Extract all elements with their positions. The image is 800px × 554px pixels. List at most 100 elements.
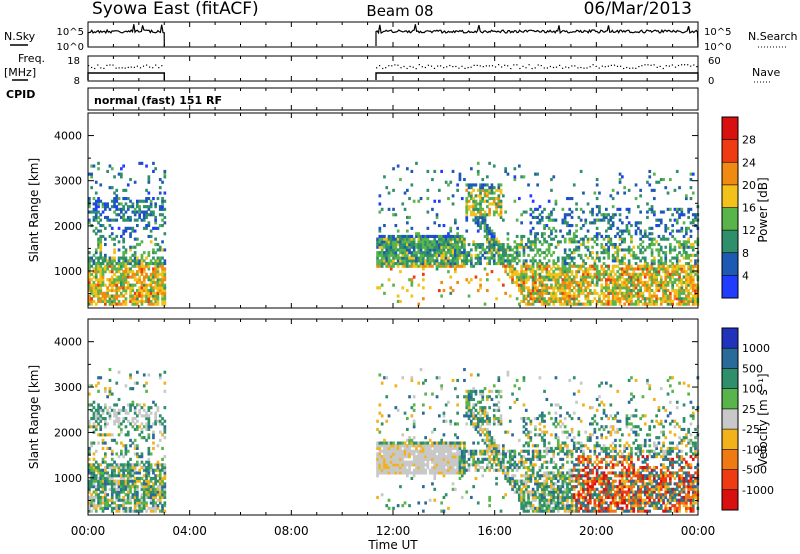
data-cell [456,259,459,263]
data-cell [486,289,489,293]
data-cell [115,213,119,217]
data-cell [666,264,670,268]
data-cell [417,251,421,255]
data-cell [433,427,437,432]
data-cell [447,463,450,467]
data-cell [380,248,384,252]
data-cell [664,245,668,249]
data-cell [490,444,494,448]
data-cell [120,272,123,276]
data-cell [598,218,601,222]
data-cell [614,243,617,247]
data-cell [465,197,469,201]
data-cell [426,463,430,467]
data-cell [387,251,391,255]
data-cell [456,436,459,440]
data-cell [570,278,574,282]
data-cell [538,213,542,217]
data-cell [97,205,100,209]
data-cell [154,283,157,287]
data-cell [508,294,512,298]
data-cell [419,368,423,372]
data-cell [625,278,629,282]
data-cell [161,267,164,271]
data-cell [563,289,567,293]
data-cell [543,226,546,230]
nave-dot [161,65,163,67]
data-cell [161,490,164,494]
data-cell [671,229,674,233]
data-cell [618,278,622,282]
data-cell [673,291,677,295]
data-cell [428,452,432,456]
data-cell [106,501,109,505]
data-cell [497,422,501,426]
data-cell [584,267,588,271]
data-cell [140,482,144,486]
data-cell [689,297,693,301]
data-cell [126,259,130,263]
data-cell [591,256,594,260]
data-cell [152,256,155,260]
data-cell [117,302,121,306]
data-cell [392,460,395,464]
data-cell [104,291,107,295]
data-cell [410,183,414,187]
data-cell [481,397,485,402]
data-cell [129,509,132,513]
data-cell [602,272,606,276]
data-cell [492,240,496,244]
data-cell [396,164,400,168]
data-cell [113,422,116,426]
data-cell [147,207,151,211]
data-cell [435,251,439,255]
data-cell [163,436,167,440]
data-cell [637,267,640,271]
data-cell [506,264,510,268]
data-cell [122,262,125,266]
data-cell [149,495,153,500]
data-cell [88,256,91,260]
data-cell [122,471,125,475]
data-cell [538,291,542,295]
data-cell [161,506,164,510]
data-cell [483,438,487,442]
data-cell [124,408,128,412]
data-cell [685,275,688,279]
data-cell [552,299,556,304]
data-cell [410,378,414,383]
data-cell [486,229,489,233]
data-cell [110,392,114,396]
data-cell [378,226,382,230]
data-cell [154,419,157,423]
data-cell [552,251,556,255]
data-cell [643,272,647,276]
data-cell [602,251,606,255]
data-cell [499,191,503,195]
data-cell [92,468,96,472]
data-cell [472,406,475,410]
data-cell [678,278,681,282]
data-cell [639,248,642,252]
data-cell [145,482,148,486]
data-cell [611,297,615,301]
data-cell [90,471,93,475]
data-cell [479,188,482,192]
data-cell [442,243,446,247]
data-cell [607,240,610,244]
data-cell [534,237,537,241]
data-cell [577,264,581,268]
data-cell [149,275,153,279]
data-cell [428,468,432,472]
data-cell [490,389,494,393]
freq-tick-right-top: 60 [708,56,721,67]
data-cell [88,384,91,388]
data-cell [90,468,93,472]
data-cell [456,378,459,383]
data-cell [424,449,427,453]
data-cell [595,205,599,209]
data-cell [163,270,167,274]
data-cell [481,199,485,203]
data-cell [129,283,132,287]
data-cell [101,471,105,475]
